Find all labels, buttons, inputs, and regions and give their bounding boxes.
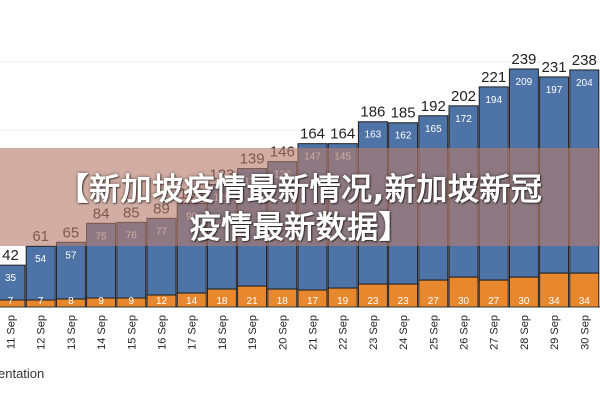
data-label-total: 164 — [300, 126, 325, 143]
data-label-bottom: 17 — [307, 296, 319, 307]
data-label-bottom: 30 — [458, 296, 470, 307]
data-label-top: 163 — [365, 130, 382, 141]
data-label-total: 185 — [391, 105, 416, 122]
x-tick-label: 11 Sep — [6, 315, 18, 349]
data-label-bottom: 7 — [38, 296, 44, 307]
data-label-top: 35 — [5, 273, 17, 284]
x-tick-label: 24 Sep — [398, 315, 410, 350]
data-label-total: 221 — [481, 69, 506, 86]
data-label-bottom: 9 — [98, 296, 104, 307]
x-tick-label: 25 Sep — [428, 315, 440, 350]
data-label-bottom: 34 — [549, 296, 561, 307]
data-label-bottom: 18 — [216, 296, 228, 307]
data-label-total: 202 — [451, 88, 476, 105]
data-label-bottom: 14 — [186, 296, 198, 307]
data-label-total: 239 — [511, 51, 536, 68]
data-label-top: 162 — [395, 131, 412, 142]
data-label-total: 42 — [2, 247, 19, 264]
data-label-total: 186 — [360, 104, 385, 121]
x-tick-label: 30 Sep — [579, 315, 591, 350]
bar-segment-bottom — [539, 272, 570, 308]
x-tick-label: 21 Sep — [308, 315, 320, 350]
data-label-bottom: 19 — [337, 296, 349, 307]
data-label-bottom: 21 — [247, 296, 259, 307]
x-tick-label: 19 Sep — [247, 315, 259, 350]
data-label-top: 194 — [485, 95, 502, 106]
data-label-top: 209 — [516, 77, 533, 88]
x-tick-label: 29 Sep — [549, 315, 561, 350]
data-label-top: 197 — [546, 85, 563, 96]
x-tick-label: 13 Sep — [66, 315, 78, 350]
data-label-bottom: 12 — [156, 296, 168, 307]
data-label-bottom: 9 — [129, 296, 135, 307]
bar-segment-top — [0, 264, 26, 301]
data-label-bottom: 7 — [8, 296, 14, 307]
data-label-top: 54 — [35, 254, 47, 265]
data-label-total: 192 — [421, 98, 446, 115]
data-label-bottom: 8 — [68, 296, 74, 307]
x-tick-label: 28 Sep — [519, 315, 531, 350]
data-label-bottom: 27 — [488, 296, 500, 307]
data-label-top: 165 — [425, 124, 442, 135]
x-tick-label: 23 Sep — [368, 315, 380, 350]
x-tick-label: 20 Sep — [277, 315, 289, 350]
banner-title-line-1: 【新加坡疫情最新情况,新加坡新冠 — [57, 172, 543, 208]
banner-title-line-2: 疫情最新数据】 — [189, 210, 411, 246]
data-label-bottom: 23 — [398, 296, 410, 307]
data-label-bottom: 18 — [277, 296, 289, 307]
x-tick-label: 14 Sep — [96, 315, 108, 350]
x-tick-label: 18 Sep — [217, 315, 229, 350]
x-tick-label: 17 Sep — [187, 315, 199, 350]
x-tick-label: 15 Sep — [126, 315, 138, 350]
data-label-bottom: 34 — [579, 296, 591, 307]
footer-label: entation — [0, 366, 45, 381]
data-label-bottom: 23 — [367, 296, 379, 307]
x-tick-label: 26 Sep — [459, 315, 471, 350]
x-tick-label: 22 Sep — [338, 315, 350, 350]
data-label-total: 238 — [572, 52, 597, 69]
bar-segment-bottom — [478, 279, 509, 308]
bar-segment-bottom — [569, 272, 600, 308]
data-label-top: 57 — [65, 250, 77, 261]
data-label-bottom: 30 — [518, 296, 530, 307]
x-tick-label: 12 Sep — [36, 315, 48, 350]
data-label-total: 231 — [542, 59, 567, 76]
data-label-top: 172 — [455, 114, 472, 125]
data-label-top: 204 — [576, 78, 593, 89]
title-banner — [0, 148, 600, 246]
data-label-bottom: 27 — [428, 296, 440, 307]
data-label-total: 164 — [330, 126, 355, 143]
x-tick-label: 16 Sep — [157, 315, 169, 350]
x-tick-label: 27 Sep — [489, 315, 501, 350]
